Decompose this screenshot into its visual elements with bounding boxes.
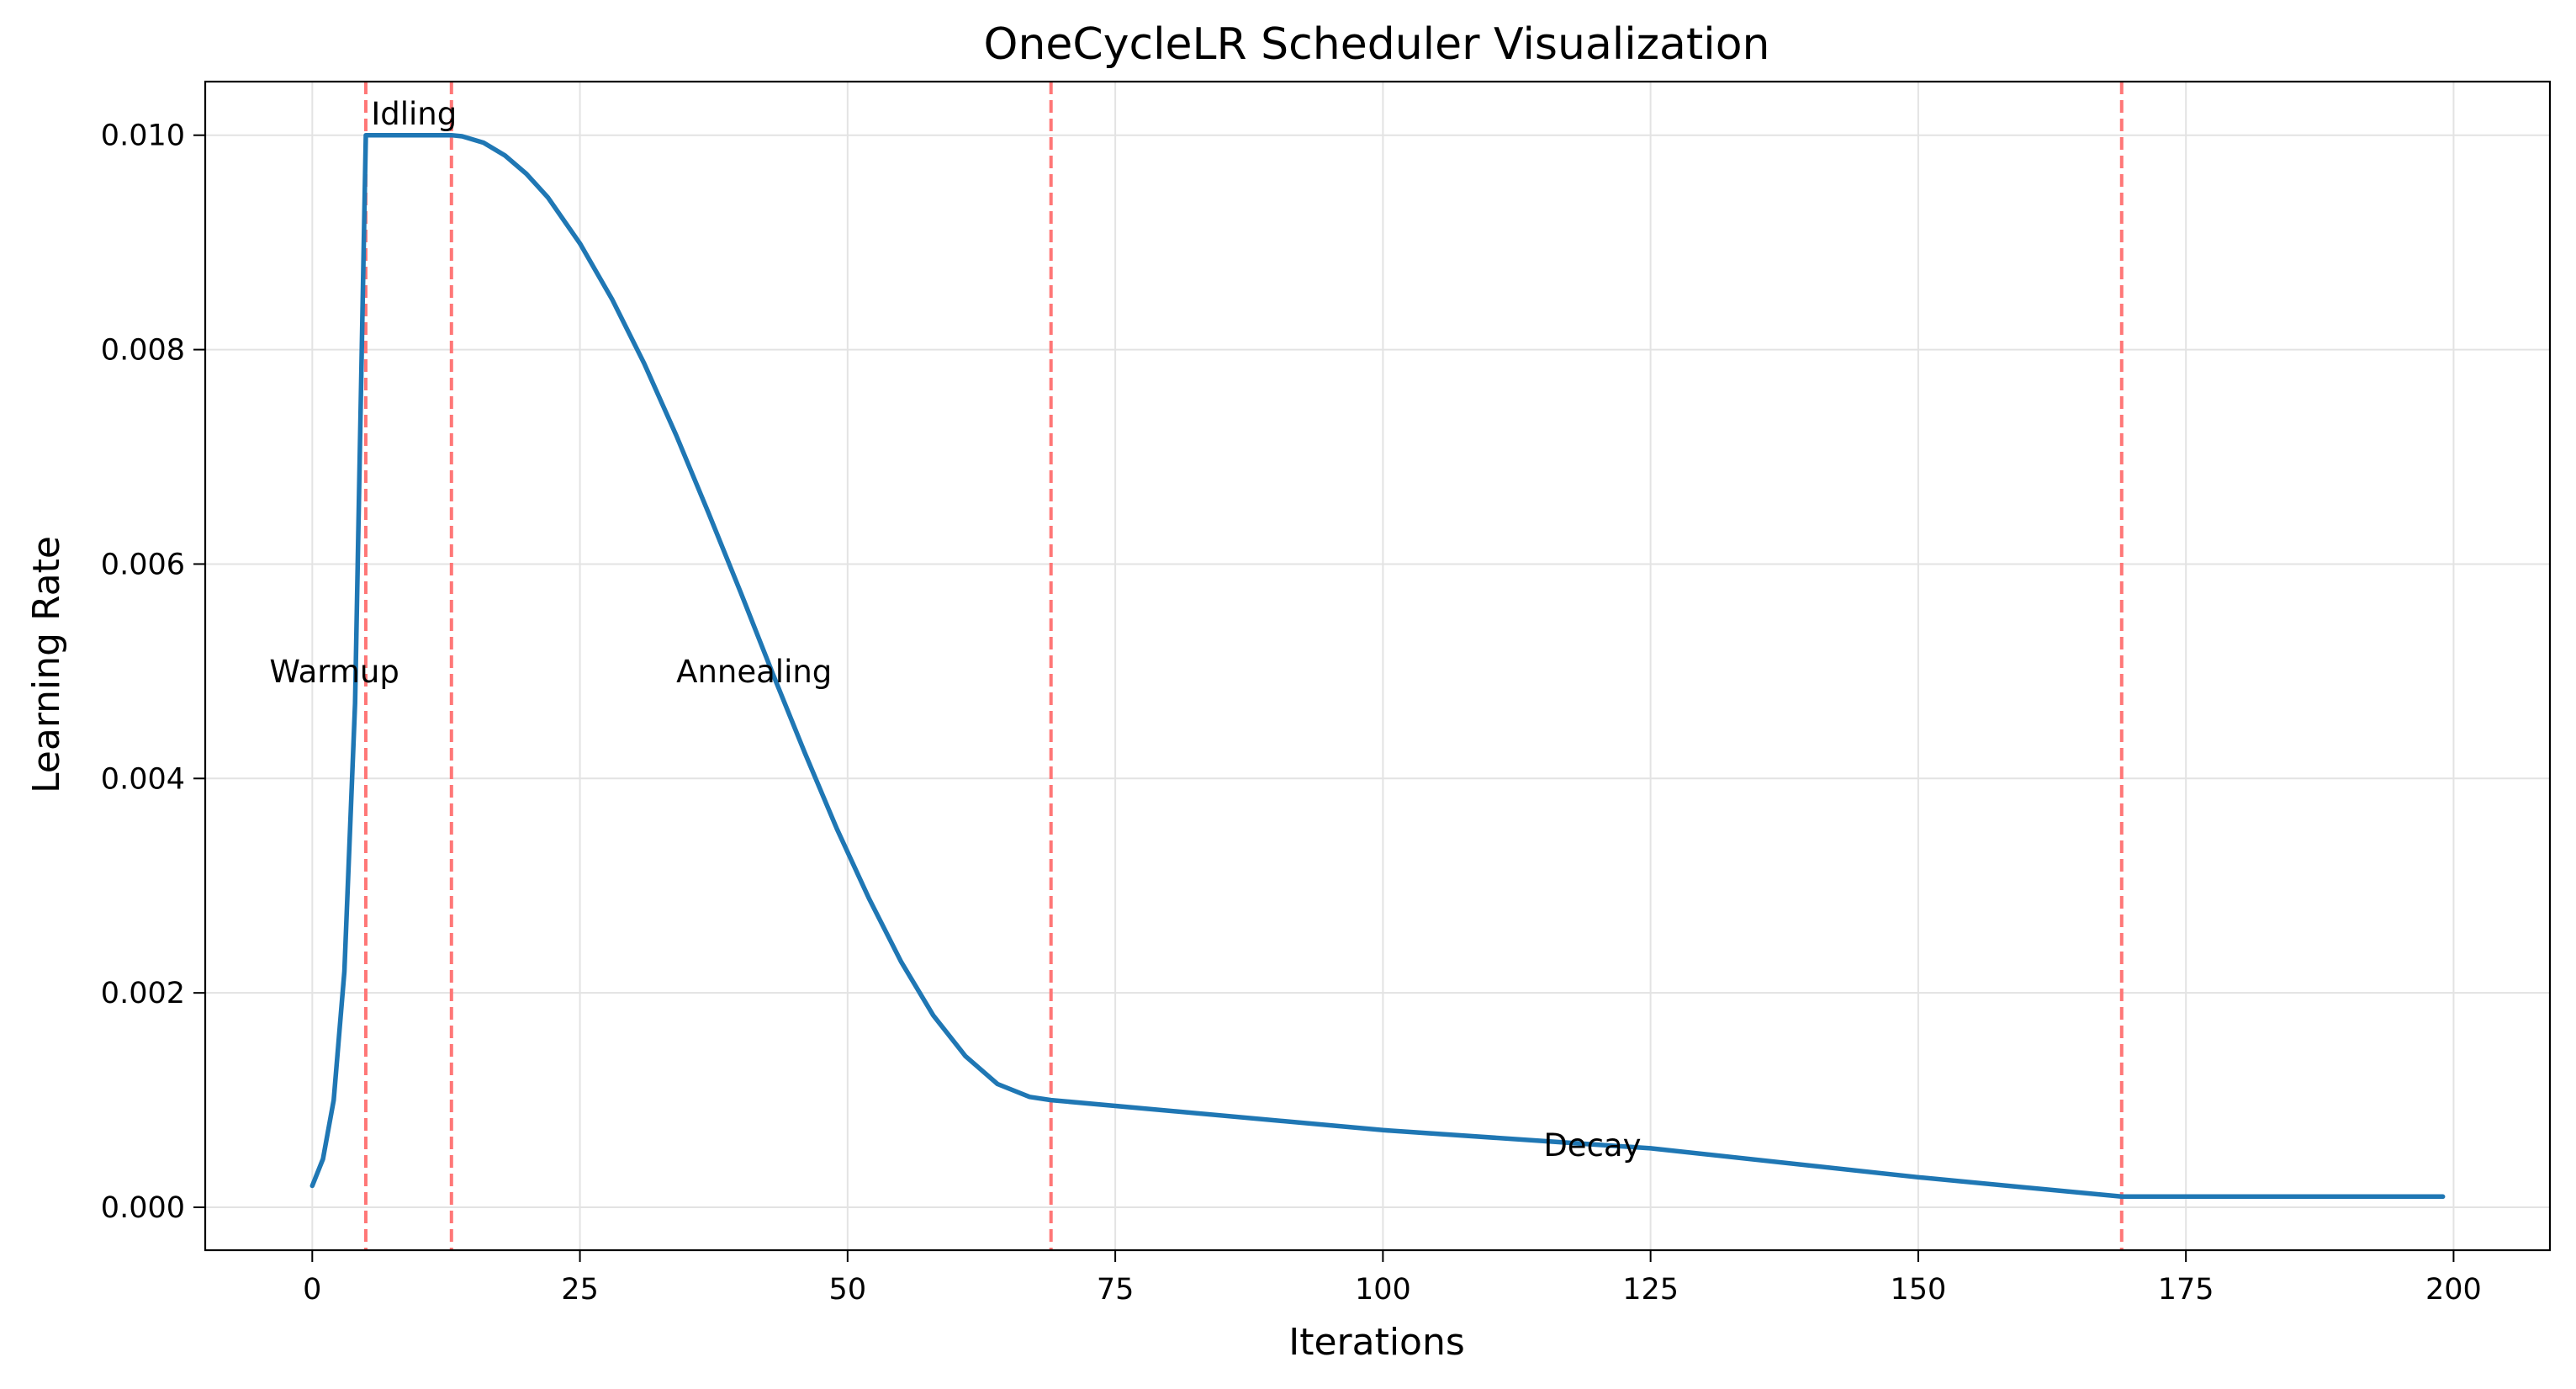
y-tick-label: 0.000 bbox=[101, 1191, 185, 1225]
phase-annotation: Idling bbox=[371, 96, 457, 132]
y-axis-label: Learning Rate bbox=[25, 536, 68, 793]
y-tick-label: 0.006 bbox=[101, 548, 185, 581]
y-tick-label: 0.002 bbox=[101, 977, 185, 1010]
x-axis-label: Iterations bbox=[1288, 1321, 1465, 1364]
x-tick-label: 150 bbox=[1890, 1273, 1946, 1307]
x-tick-label: 125 bbox=[1622, 1273, 1679, 1307]
phase-annotation: Annealing bbox=[676, 654, 832, 690]
y-tick-label: 0.004 bbox=[101, 762, 185, 796]
x-tick-label: 50 bbox=[829, 1273, 867, 1307]
phase-annotation: Warmup bbox=[269, 654, 399, 690]
series-line bbox=[309, 132, 2446, 1200]
annotations: Warmup Idling Annealing Decay bbox=[269, 96, 1641, 1164]
axis-ticks: 0 25 50 75 100 125 150 175 200 0.000 0.002 0.004 0.0… bbox=[101, 119, 2482, 1307]
x-tick-label: 75 bbox=[1097, 1273, 1135, 1307]
phase-lines bbox=[363, 82, 2124, 1250]
series-layer bbox=[309, 132, 2446, 1200]
plot-frame bbox=[204, 80, 2552, 1252]
phase-annotation: Decay bbox=[1543, 1127, 1641, 1164]
grid-layer bbox=[205, 82, 2550, 1250]
y-tick-label: 0.010 bbox=[101, 119, 185, 153]
x-tick-label: 0 bbox=[303, 1273, 321, 1307]
y-tick-label: 0.008 bbox=[101, 334, 185, 368]
x-tick-label: 200 bbox=[2425, 1273, 2482, 1307]
x-tick-label: 100 bbox=[1355, 1273, 1411, 1307]
chart-title: OneCycleLR Scheduler Visualization bbox=[984, 19, 1770, 70]
x-tick-label: 175 bbox=[2158, 1273, 2214, 1307]
x-tick-label: 25 bbox=[561, 1273, 599, 1307]
